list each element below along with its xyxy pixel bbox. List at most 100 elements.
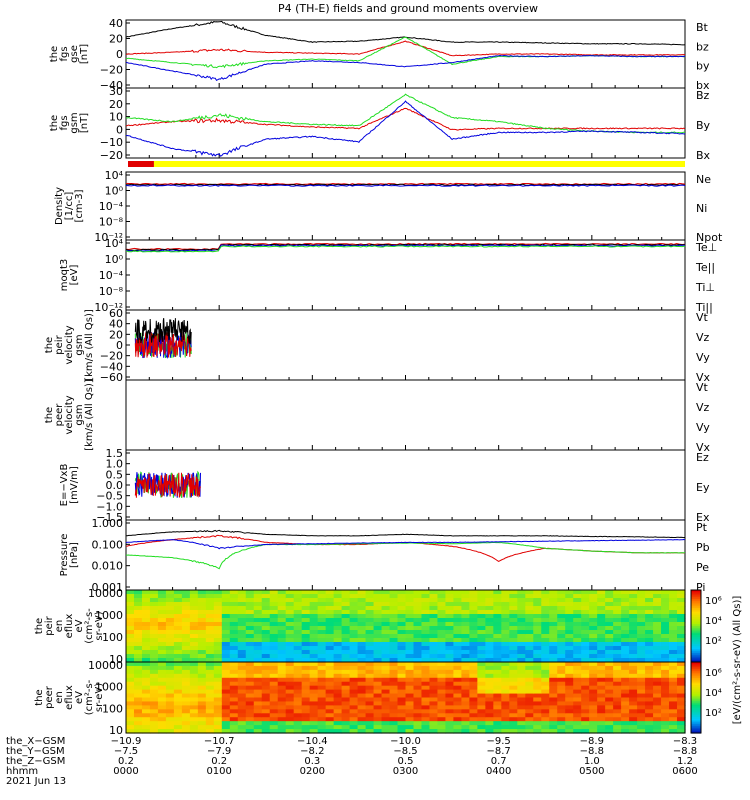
spec-cell <box>301 729 311 734</box>
spec-cell <box>493 602 502 607</box>
spec-cell <box>509 638 518 643</box>
spec-cell <box>565 717 574 722</box>
spec-cell <box>149 685 159 691</box>
spec-cell <box>637 669 646 675</box>
spec-cell <box>405 681 415 687</box>
spec-cell <box>221 681 231 687</box>
x-row-value: 0500 <box>579 766 604 777</box>
spec-cell <box>605 729 614 734</box>
spec-cell <box>165 681 175 687</box>
spec-cell <box>173 725 183 730</box>
spec-cell <box>357 705 367 710</box>
spec-cell <box>557 610 566 615</box>
spec-cell <box>533 602 542 607</box>
spec-cell <box>461 665 470 671</box>
spec-cell <box>285 681 295 687</box>
spec-cell <box>565 709 574 714</box>
y-tick-label: 20 <box>109 328 123 341</box>
spec-cell <box>653 713 662 718</box>
series-npot <box>125 184 686 187</box>
spec-cell <box>653 594 662 599</box>
spec-cell <box>277 701 287 706</box>
spec-cell <box>133 729 143 734</box>
spec-cell <box>421 618 431 623</box>
spec-cell <box>429 654 439 659</box>
legend-ti: Ti⊥ <box>695 281 715 294</box>
spec-cell <box>509 693 518 699</box>
spec-cell <box>517 650 526 655</box>
spec-cell <box>221 685 231 691</box>
spec-cell <box>453 622 462 627</box>
spec-cell <box>213 630 223 635</box>
spec-cell <box>277 626 287 631</box>
spec-cell <box>605 681 614 687</box>
spec-cell <box>405 618 415 623</box>
spec-cell <box>469 614 478 619</box>
x-row-label: the_Z−GSM <box>6 756 65 767</box>
spec-cell <box>301 693 311 699</box>
spec-cell <box>501 654 510 659</box>
spec-cell <box>485 630 494 635</box>
spec-cell <box>165 697 175 703</box>
spec-cell <box>389 673 399 679</box>
spec-cell <box>221 634 231 639</box>
panel-frame <box>125 379 686 451</box>
spec-cell <box>229 594 239 599</box>
spec-cell <box>245 598 255 603</box>
spec-cell <box>349 598 359 603</box>
spec-cell <box>285 669 295 675</box>
spec-cell <box>677 590 686 595</box>
spec-cell <box>397 677 407 683</box>
spec-cell <box>285 685 295 691</box>
spec-cell <box>549 598 558 603</box>
spec-cell <box>661 590 670 595</box>
spec-cell <box>301 610 311 615</box>
spec-cell <box>373 685 383 691</box>
spec-cell <box>389 705 399 710</box>
colorbar-frame <box>690 661 702 734</box>
spec-cell <box>597 610 606 615</box>
spec-cell <box>269 721 279 726</box>
spec-cell <box>173 634 183 639</box>
spec-cell <box>229 650 239 655</box>
spec-cell <box>269 646 279 651</box>
spec-cell <box>645 689 654 695</box>
spec-cell <box>301 705 311 710</box>
spec-cell <box>341 673 351 679</box>
spec-cell <box>597 598 606 603</box>
spec-cell <box>405 594 415 599</box>
spec-cell <box>221 650 231 655</box>
spec-cell <box>333 665 343 671</box>
spec-cell <box>509 701 518 706</box>
spec-cell <box>405 642 415 647</box>
spec-cell <box>341 614 351 619</box>
x-row-value: 0.3 <box>304 756 320 767</box>
spec-cell <box>597 618 606 623</box>
spec-cell <box>317 606 327 611</box>
spec-cell <box>637 650 646 655</box>
spec-cell <box>389 729 399 734</box>
spec-cell <box>269 598 279 603</box>
spec-cell <box>229 626 239 631</box>
colorbar-cell <box>691 677 701 681</box>
spec-cell <box>213 673 223 679</box>
spec-cell <box>317 689 327 695</box>
spec-cell <box>421 665 431 671</box>
spec-cell <box>509 654 518 659</box>
spec-cell <box>285 705 295 710</box>
spec-cell <box>317 650 327 655</box>
spec-cell <box>373 673 383 679</box>
spec-cell <box>277 713 287 718</box>
spec-cell <box>141 662 151 667</box>
spec-cell <box>357 693 367 699</box>
spec-cell <box>165 721 175 726</box>
spec-cell <box>549 606 558 611</box>
spec-cell <box>317 701 327 706</box>
spec-cell <box>197 717 207 722</box>
spec-cell <box>237 610 247 615</box>
spec-cell <box>181 594 191 599</box>
spec-cell <box>565 713 574 718</box>
spec-cell <box>141 630 151 635</box>
spec-cell <box>493 614 502 619</box>
spec-cell <box>357 701 367 706</box>
